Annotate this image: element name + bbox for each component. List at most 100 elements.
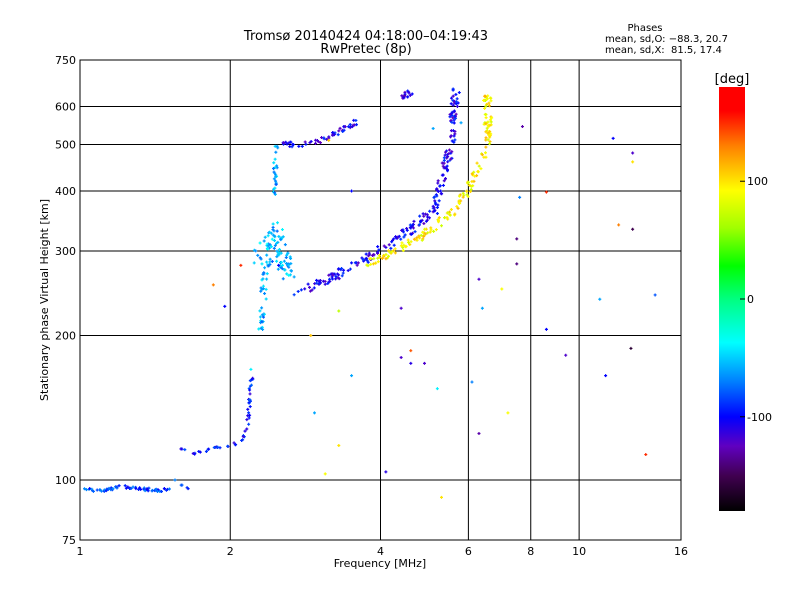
echo-point bbox=[260, 313, 264, 317]
echo-point bbox=[250, 383, 254, 387]
x-tick-label: 16 bbox=[674, 545, 688, 558]
x-tick-label: 4 bbox=[377, 545, 384, 558]
echo-point bbox=[450, 139, 454, 143]
echo-point bbox=[452, 118, 456, 122]
echo-point bbox=[154, 488, 158, 492]
chart-subtitle: RwPretec (8p) bbox=[320, 42, 411, 57]
echo-point bbox=[270, 259, 274, 263]
echo-point bbox=[457, 199, 461, 203]
echo-point bbox=[450, 120, 454, 124]
echo-point bbox=[483, 151, 487, 155]
isolated-echo-point bbox=[631, 151, 635, 155]
echo-point bbox=[260, 262, 264, 266]
echo-point bbox=[291, 143, 295, 147]
echo-point bbox=[248, 413, 252, 417]
echo-point bbox=[91, 489, 95, 493]
echo-point bbox=[258, 315, 262, 319]
y-tick-label: 500 bbox=[55, 139, 76, 152]
echo-point bbox=[270, 237, 274, 241]
echo-point bbox=[384, 253, 388, 257]
echo-point bbox=[355, 123, 359, 127]
echo-point bbox=[469, 190, 473, 194]
echo-point bbox=[378, 255, 382, 259]
echo-point bbox=[487, 104, 491, 108]
echo-point bbox=[408, 223, 412, 227]
echo-point bbox=[292, 275, 296, 279]
echo-point bbox=[289, 262, 293, 266]
echo-point bbox=[164, 488, 168, 492]
isolated-echo-point bbox=[631, 160, 635, 164]
echo-point bbox=[327, 273, 331, 277]
echo-point bbox=[436, 203, 440, 207]
echo-point bbox=[150, 489, 154, 493]
isolated-echo-point bbox=[277, 263, 281, 267]
echo-point bbox=[212, 446, 216, 450]
x-tick-labels: 1 2 4 6 8 10 16 bbox=[77, 545, 689, 558]
echo-point bbox=[300, 144, 304, 148]
echo-point bbox=[401, 246, 405, 250]
isolated-echo-point bbox=[431, 126, 435, 130]
echo-point bbox=[384, 257, 388, 261]
echo-point bbox=[449, 102, 453, 106]
y-tick-label: 750 bbox=[55, 54, 76, 67]
grid-lines bbox=[80, 60, 681, 540]
echo-point bbox=[341, 130, 345, 134]
echo-point bbox=[272, 166, 276, 170]
echo-point bbox=[429, 228, 433, 232]
echo-point bbox=[410, 224, 414, 228]
colorbar-tick-label: 100 bbox=[747, 175, 768, 188]
echo-point bbox=[369, 262, 373, 266]
echo-point bbox=[330, 275, 334, 279]
echo-point bbox=[422, 222, 426, 226]
echo-point bbox=[382, 253, 386, 257]
echo-point bbox=[393, 247, 397, 251]
echo-point bbox=[346, 269, 350, 273]
echo-point bbox=[261, 284, 265, 288]
echo-point bbox=[266, 247, 270, 251]
echo-point bbox=[488, 142, 492, 146]
echo-point bbox=[446, 155, 450, 159]
echo-point bbox=[473, 174, 477, 178]
echo-point bbox=[387, 249, 391, 253]
echo-point bbox=[467, 183, 471, 187]
isolated-echo-point bbox=[518, 195, 522, 199]
echo-point bbox=[338, 126, 342, 130]
echo-point bbox=[273, 186, 277, 190]
echo-point bbox=[485, 97, 489, 101]
echo-point bbox=[404, 244, 408, 248]
echo-point bbox=[421, 230, 425, 234]
echo-point bbox=[406, 95, 410, 99]
isolated-echo-point bbox=[644, 453, 648, 457]
echo-point bbox=[455, 104, 459, 108]
stats-x-mode: mean, sd,X: 81.5, 17.4 bbox=[605, 45, 722, 56]
echo-point bbox=[376, 245, 380, 249]
echo-point bbox=[364, 256, 368, 260]
echo-point bbox=[407, 91, 411, 95]
echo-point bbox=[425, 213, 429, 217]
isolated-echo-point bbox=[611, 136, 615, 140]
echo-point bbox=[281, 235, 285, 239]
echo-point bbox=[263, 292, 267, 296]
x-tick-label: 2 bbox=[227, 545, 234, 558]
echo-point bbox=[84, 488, 88, 492]
echo-point bbox=[466, 180, 470, 184]
echo-point bbox=[403, 233, 407, 237]
echo-point bbox=[264, 287, 268, 291]
echo-point bbox=[283, 243, 287, 247]
echo-point bbox=[484, 116, 488, 120]
echo-point bbox=[115, 486, 119, 490]
isolated-echo-point bbox=[506, 411, 510, 415]
echo-point bbox=[296, 289, 300, 293]
echo-point bbox=[417, 223, 421, 227]
echo-point bbox=[394, 235, 398, 239]
echo-point bbox=[318, 141, 322, 145]
echo-point bbox=[482, 155, 486, 159]
echo-point bbox=[273, 244, 277, 248]
echo-point bbox=[268, 257, 272, 261]
colorbar-tick-label: 0 bbox=[747, 293, 754, 306]
echo-point bbox=[475, 161, 479, 165]
echo-point bbox=[483, 106, 487, 110]
y-tick-labels: 75 100 200 300 400 500 600 750 bbox=[55, 54, 76, 547]
echo-point bbox=[265, 277, 269, 281]
